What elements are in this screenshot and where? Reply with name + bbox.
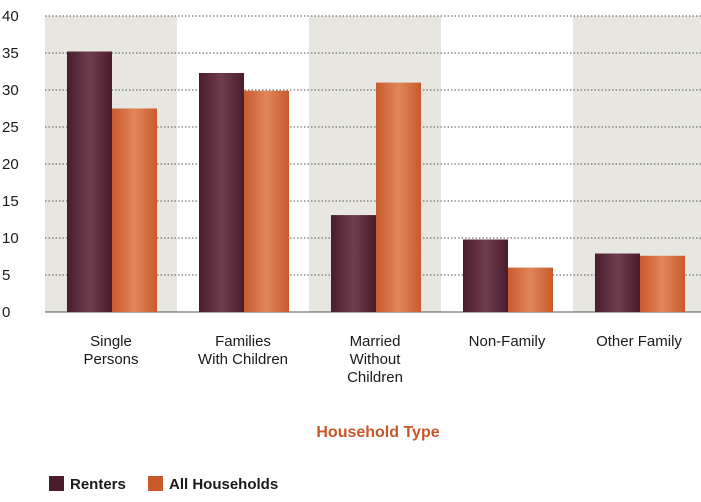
category-label-4: Other Family	[596, 333, 682, 350]
y-axis-ticks: 0 5 10 15 20 25 30 35 40	[2, 8, 19, 321]
bar-renters-1	[199, 72, 244, 312]
y-tick-label-15: 15	[2, 193, 19, 210]
category-label-line: With Children	[198, 351, 288, 368]
x-axis-category-labels: Single Persons Families With Children Marrie…	[83, 333, 682, 386]
y-tick-label-0: 0	[2, 304, 10, 321]
y-tick-label-5: 5	[2, 267, 10, 284]
bar-renters-0	[67, 51, 112, 313]
category-label-0: Single Persons	[83, 333, 138, 368]
bar-all-households-2	[376, 82, 421, 312]
bar-all-households-4	[640, 255, 685, 312]
category-label-line: Persons	[83, 351, 138, 368]
category-label-1: Families With Children	[198, 333, 288, 368]
category-label-line: Other Family	[596, 333, 682, 350]
category-label-line: Married	[350, 333, 401, 350]
x-axis-title: Household Type	[316, 424, 439, 441]
y-tick-label-40: 40	[2, 8, 19, 25]
bar-renters-2	[331, 215, 376, 312]
legend-swatch-all-households	[148, 476, 163, 491]
category-label-line: Non-Family	[469, 333, 546, 350]
category-label-line: Families	[215, 333, 271, 350]
category-label-line: Children	[347, 369, 403, 386]
y-tick-label-35: 35	[2, 45, 19, 62]
y-tick-label-10: 10	[2, 230, 19, 247]
bar-renters-4	[595, 253, 640, 312]
category-label-2: Married Without Children	[347, 333, 403, 386]
y-tick-label-30: 30	[2, 82, 19, 99]
y-tick-label-25: 25	[2, 119, 19, 136]
legend: Renters All Households	[49, 476, 278, 493]
category-label-line: Single	[90, 333, 132, 350]
bar-renters-3	[463, 239, 508, 312]
category-label-line: Without	[350, 351, 402, 368]
legend-label-all-households: All Households	[169, 476, 278, 493]
bar-all-households-1	[244, 90, 289, 313]
bars	[67, 51, 685, 313]
legend-label-renters: Renters	[70, 476, 126, 493]
bar-all-households-0	[112, 108, 157, 312]
y-tick-label-20: 20	[2, 156, 19, 173]
category-label-3: Non-Family	[469, 333, 546, 350]
bar-all-households-3	[508, 267, 553, 312]
legend-swatch-renters	[49, 476, 64, 491]
